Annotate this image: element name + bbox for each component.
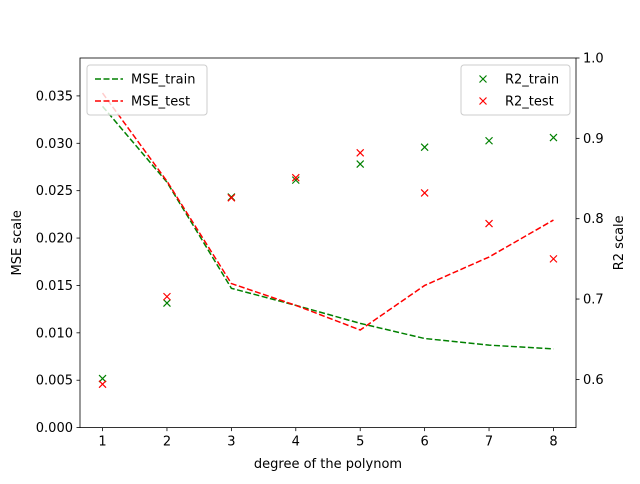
series-marker-r2-test <box>98 380 107 389</box>
x-tick-label: 4 <box>292 435 300 450</box>
series-marker-r2-test <box>356 148 365 157</box>
y-left-tick-label: 0.015 <box>36 279 73 294</box>
y-right-tick-label: 0.6 <box>583 373 604 388</box>
legend-frame <box>460 64 571 116</box>
series-marker-r2-train <box>485 136 493 145</box>
x-tick-label: 3 <box>227 435 235 450</box>
series-marker-r2-test <box>227 193 236 202</box>
y-left-tick-label: 0.030 <box>36 137 73 152</box>
series-marker-r2-test <box>485 219 493 228</box>
axes-layer: 1 2 3 4 5 6 7 8 0.000 0.005 0.010 0.015 0.020 0.025 0.… <box>36 52 604 450</box>
y-left-tick-label: 0.010 <box>36 326 73 341</box>
y-left-tick-label: 0.035 <box>36 89 73 104</box>
series-marker-r2-test <box>163 292 171 301</box>
x-tick-label: 7 <box>485 435 493 450</box>
plot-frame <box>79 57 577 429</box>
legend-left: MSE_train MSE_test <box>86 64 208 116</box>
y-left-tick-label: 0.025 <box>36 184 73 199</box>
legend-label-mse-test: MSE_test <box>131 95 190 110</box>
y-right-tick-label: 0.8 <box>583 212 604 227</box>
series-marker-r2-test <box>291 173 300 182</box>
series-line-mse-train <box>101 105 554 350</box>
y-axis-right-label: R2 scale <box>612 215 627 270</box>
y-left-tick-label: 0.020 <box>36 232 73 247</box>
y-left-tick-label: 0.000 <box>36 421 73 436</box>
legend-label-mse-train: MSE_train <box>131 73 195 88</box>
y-right-tick-label: 0.7 <box>583 293 604 308</box>
x-tick-label: 8 <box>549 435 557 450</box>
legend-label-r2-test: R2_test <box>505 95 554 110</box>
x-tick-label: 6 <box>420 435 428 450</box>
series-marker-r2-train <box>356 160 365 168</box>
y-left-tick-label: 0.005 <box>36 374 73 389</box>
x-axis-label: degree of the polynom <box>254 457 402 472</box>
legend-right: R2_train R2_test <box>460 64 571 116</box>
y-axis-left-label: MSE scale <box>10 210 25 275</box>
x-tick-label: 2 <box>163 435 171 450</box>
series-marker-r2-train <box>291 176 300 185</box>
series-marker-r2-test <box>549 254 558 263</box>
series-line-mse-test <box>101 92 554 331</box>
x-tick-label: 5 <box>356 435 364 450</box>
legend-swatch-r2-train <box>479 75 487 83</box>
legend-frame <box>86 64 208 116</box>
series-layer <box>98 92 558 389</box>
series-marker-r2-train <box>420 143 429 152</box>
y-right-tick-label: 1.0 <box>583 52 604 67</box>
series-marker-r2-test <box>420 189 429 197</box>
series-marker-r2-train <box>98 374 107 383</box>
y-right-tick-label: 0.9 <box>583 132 604 147</box>
x-tick-label: 1 <box>98 435 106 450</box>
series-marker-r2-train <box>163 299 171 307</box>
legend-label-r2-train: R2_train <box>505 73 559 88</box>
plot-area <box>80 58 576 428</box>
series-marker-r2-train <box>549 133 558 142</box>
legend-swatch-r2-test <box>479 97 487 105</box>
